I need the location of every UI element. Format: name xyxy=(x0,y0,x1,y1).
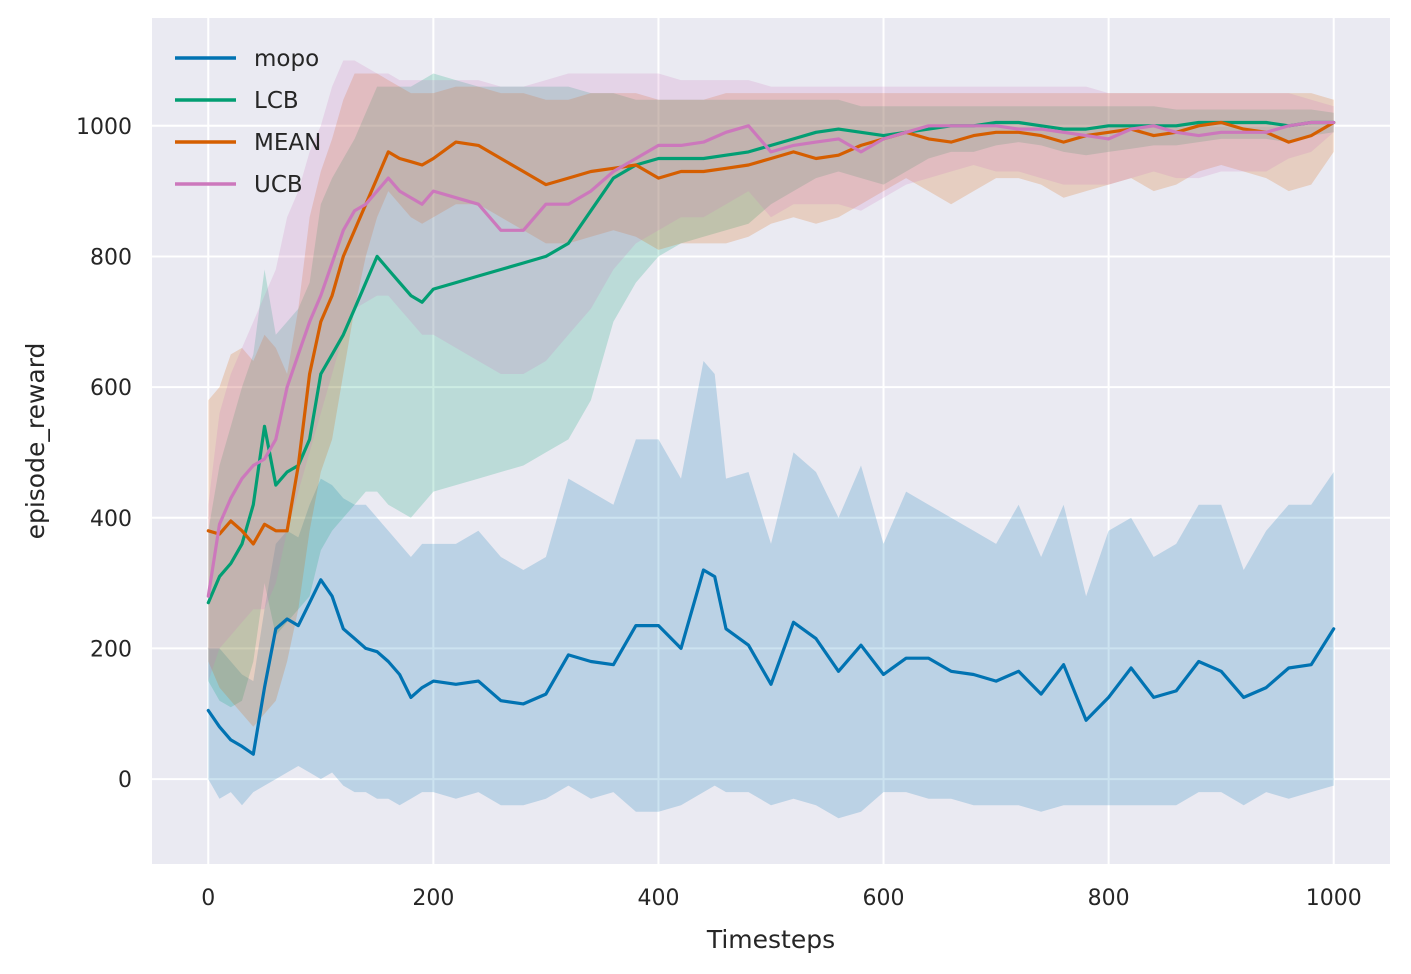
y-tick-label: 0 xyxy=(118,768,132,793)
legend-label-lcb: LCB xyxy=(254,88,299,114)
legend-label-mopo: mopo xyxy=(254,46,319,72)
x-tick-labels: 0 200 400 600 800 1000 xyxy=(201,886,1361,911)
line-ucb xyxy=(206,120,1336,598)
legend: mopo LCB MEAN UCB xyxy=(175,46,321,198)
y-tick-label: 800 xyxy=(90,245,132,270)
legend-label-ucb: UCB xyxy=(254,172,303,198)
y-axis-label: episode_reward xyxy=(21,343,50,540)
band-lcb xyxy=(208,73,1334,708)
x-tick-label: 200 xyxy=(412,886,454,911)
line-lcb xyxy=(206,120,1336,605)
line-mean xyxy=(206,120,1336,546)
y-tick-label: 400 xyxy=(90,507,132,532)
x-tick-label: 800 xyxy=(1088,886,1130,911)
y-tick-labels: 0 200 400 600 800 1000 xyxy=(76,115,132,793)
y-tick-label: 1000 xyxy=(76,115,132,140)
y-tick-label: 600 xyxy=(90,376,132,401)
legend-label-mean: MEAN xyxy=(254,130,321,156)
line-mopo xyxy=(206,568,1336,756)
band-mopo xyxy=(208,361,1334,819)
x-tick-label: 600 xyxy=(863,886,905,911)
y-tick-label: 200 xyxy=(90,637,132,662)
series-lines xyxy=(206,120,1336,756)
x-axis-label: Timesteps xyxy=(706,925,835,954)
x-tick-label: 0 xyxy=(201,886,215,911)
x-tick-label: 1000 xyxy=(1306,886,1362,911)
band-mean xyxy=(208,73,1334,727)
x-tick-label: 400 xyxy=(637,886,679,911)
